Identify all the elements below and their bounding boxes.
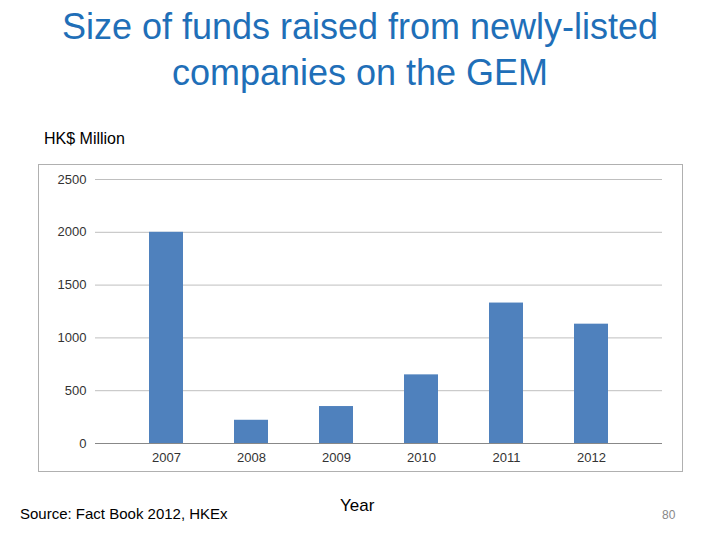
svg-text:2010: 2010 <box>407 450 436 465</box>
svg-text:2008: 2008 <box>237 450 266 465</box>
svg-text:2500: 2500 <box>58 172 87 187</box>
html-text:80: 80 <box>662 508 676 522</box>
html-text:HK$ Million: HK$ Million <box>44 130 125 147</box>
html-text:Source: Fact Book 2012, HKEx: Source: Fact Book 2012, HKEx <box>20 505 228 522</box>
svg-text:1500: 1500 <box>58 277 87 292</box>
svg-text:2000: 2000 <box>58 224 87 239</box>
html-text:Year: Year <box>340 496 375 515</box>
svg-text:2011: 2011 <box>493 450 521 465</box>
svg-text:2007: 2007 <box>152 450 181 465</box>
svg-text:2009: 2009 <box>322 450 351 465</box>
svg-text:500: 500 <box>65 383 87 398</box>
svg-text:2012: 2012 <box>577 450 606 465</box>
svg-text:0: 0 <box>79 436 86 451</box>
svg-text:1000: 1000 <box>58 330 87 345</box>
html-text:Size of funds raised from newl: Size of funds raised from newly-listed c… <box>61 6 659 93</box>
